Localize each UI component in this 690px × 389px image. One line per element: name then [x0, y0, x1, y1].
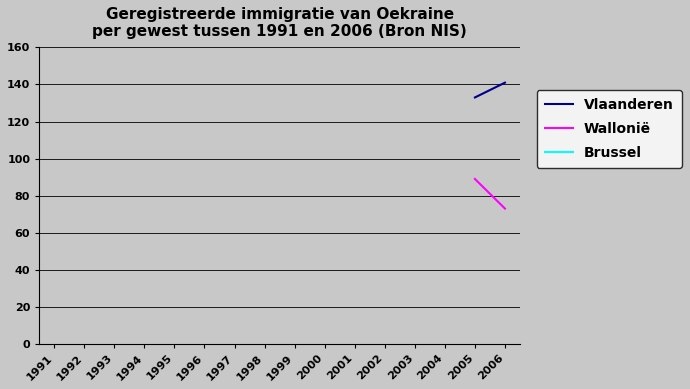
Line: Wallonië: Wallonië: [475, 179, 505, 209]
Line: Vlaanderen: Vlaanderen: [475, 82, 505, 98]
Wallonië: [501, 206, 509, 211]
Vlaanderen: [471, 95, 479, 100]
Legend: Vlaanderen, Wallonië, Brussel: Vlaanderen, Wallonië, Brussel: [537, 90, 682, 168]
Vlaanderen: [501, 80, 509, 85]
Title: Geregistreerde immigratie van Oekraine
per gewest tussen 1991 en 2006 (Bron NIS): Geregistreerde immigratie van Oekraine p…: [92, 7, 467, 39]
Wallonië: [471, 177, 479, 181]
